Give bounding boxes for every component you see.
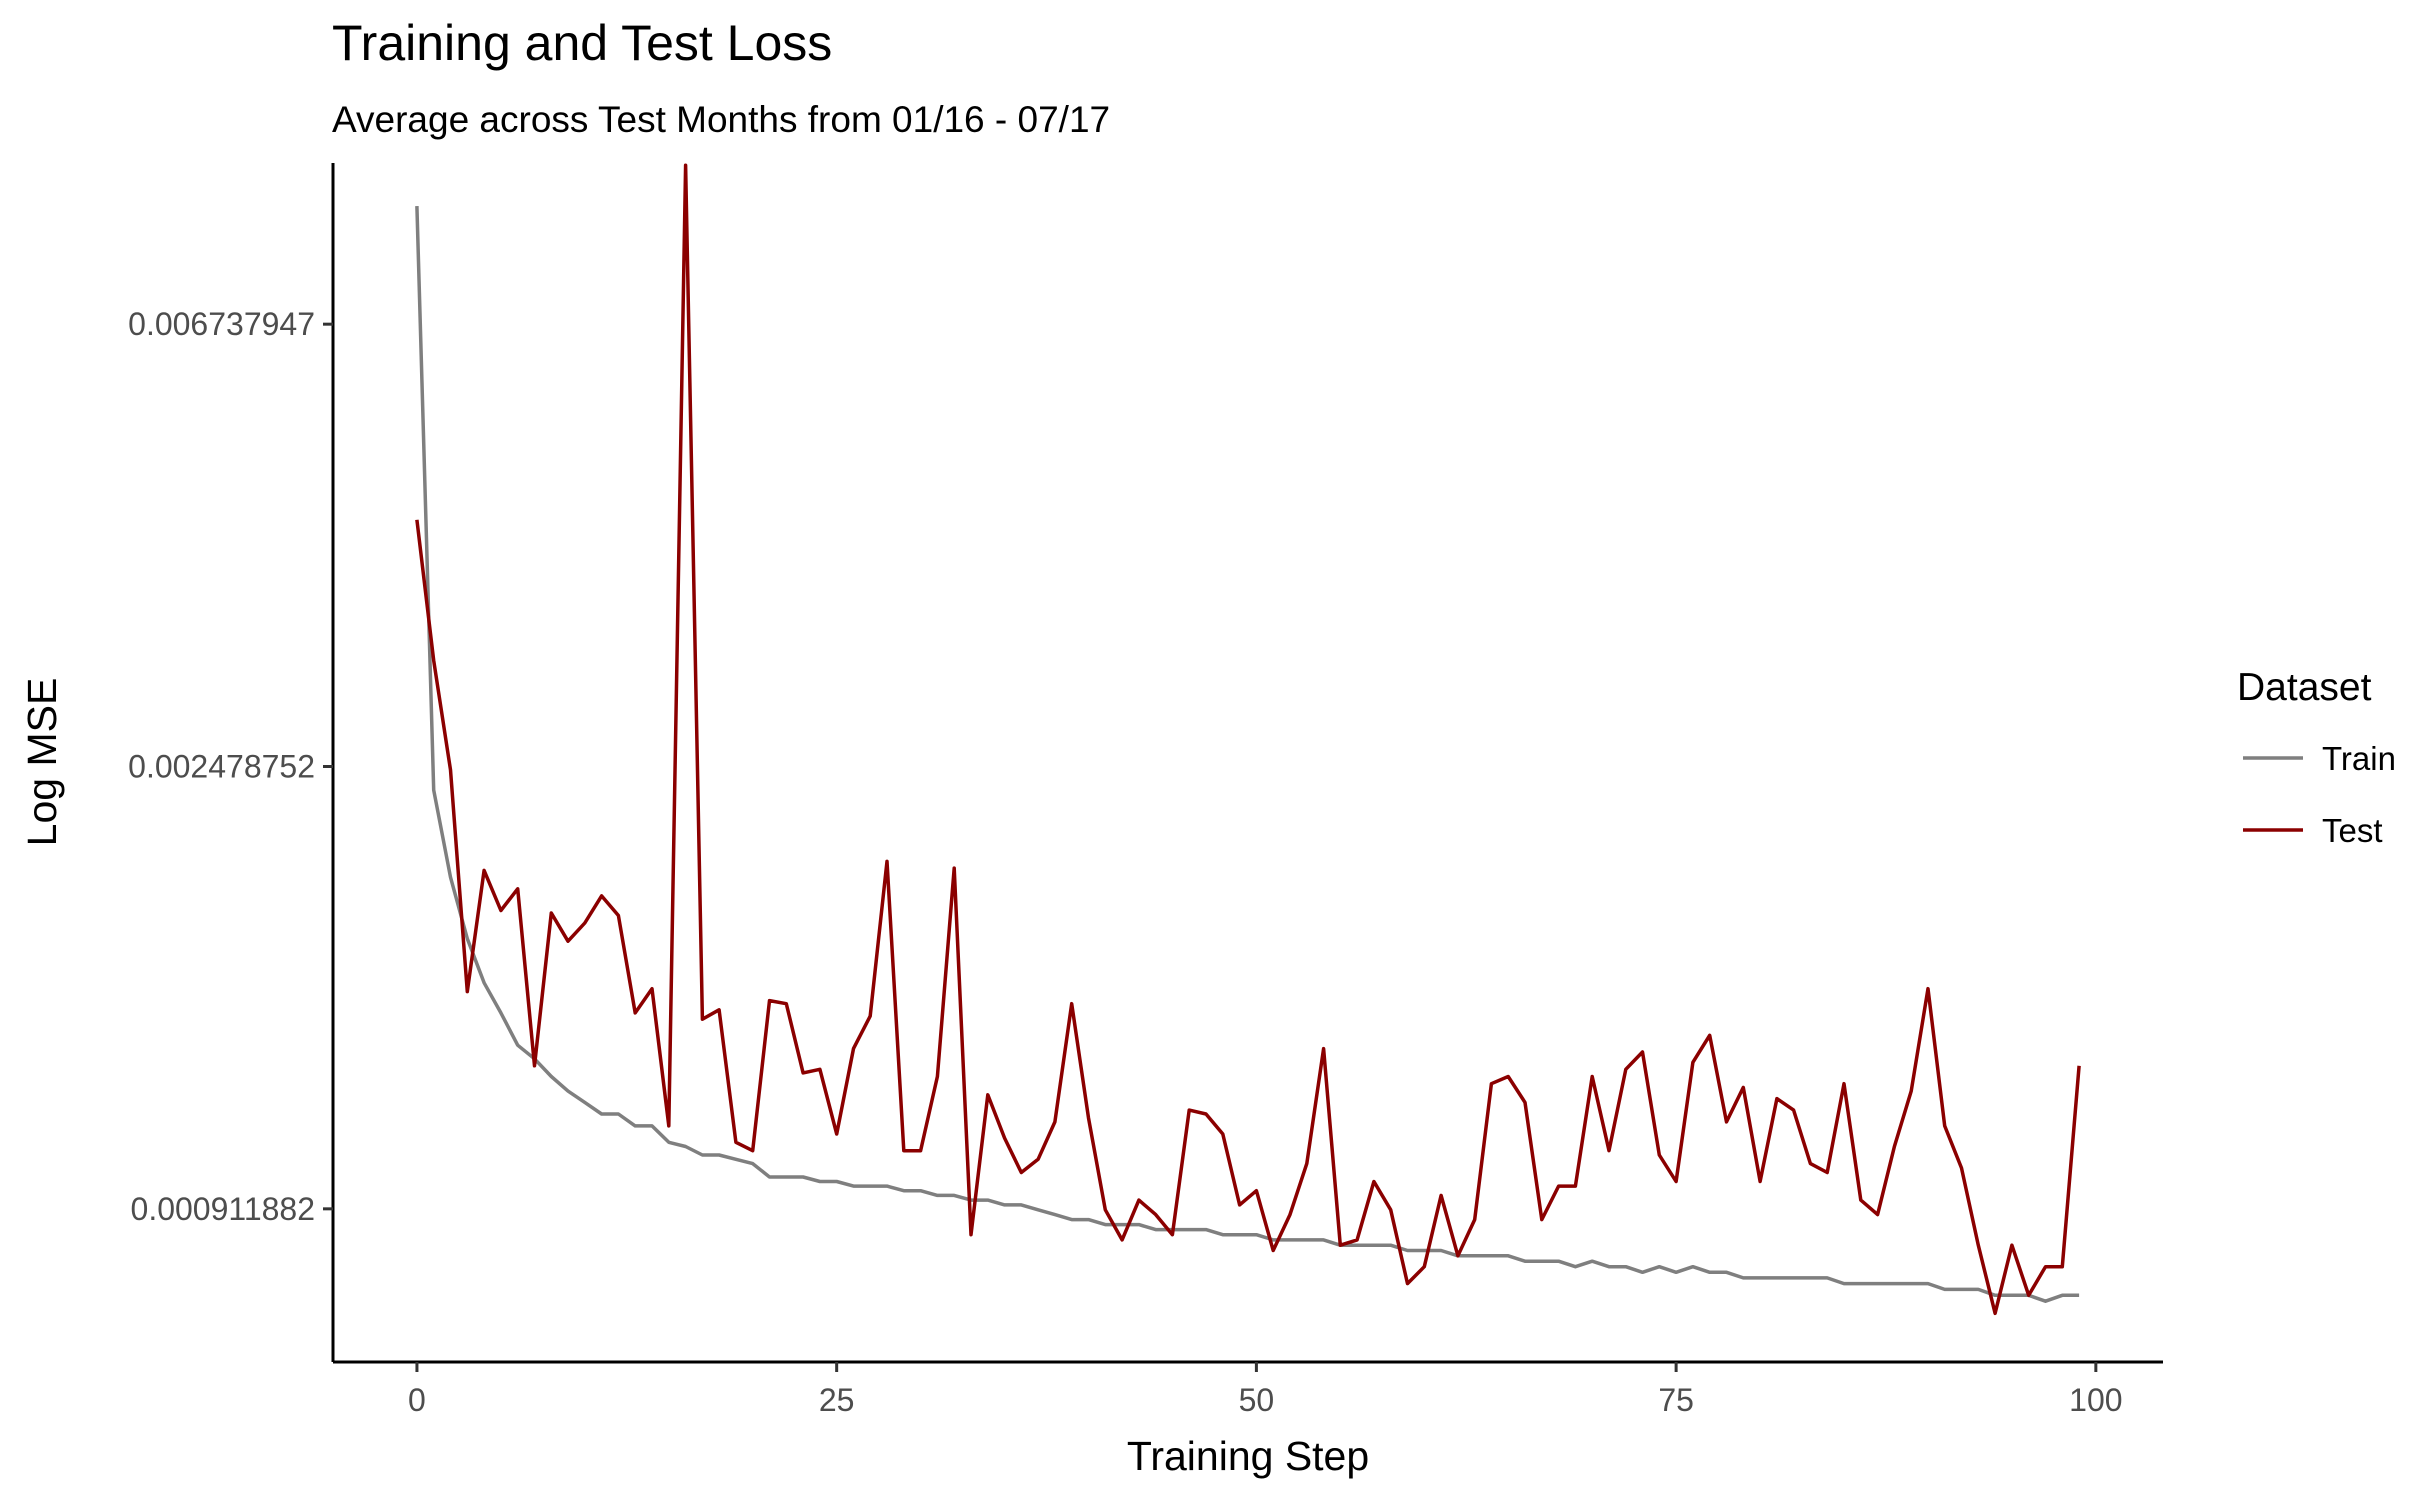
series-line-train bbox=[415, 206, 2080, 1303]
x-tick-label: 75 bbox=[1658, 1382, 1694, 1418]
series-layer bbox=[415, 163, 2081, 1316]
legend-title: Dataset bbox=[2237, 666, 2372, 709]
y-axis-title: Log MSE bbox=[19, 678, 65, 847]
x-axis-title: Training Step bbox=[1127, 1433, 1369, 1479]
x-tick-label: 25 bbox=[819, 1382, 855, 1418]
chart-title: Training and Test Loss bbox=[332, 15, 832, 71]
legend: Dataset Train Test bbox=[2237, 666, 2396, 849]
x-tick-label: 50 bbox=[1239, 1382, 1275, 1418]
x-tick-label: 0 bbox=[408, 1382, 426, 1418]
chart-subtitle: Average across Test Months from 01/16 - … bbox=[332, 99, 1110, 140]
x-axis-ticks: 0 25 50 75 100 bbox=[408, 1362, 2123, 1418]
y-axis-ticks: 0.000911882 0.002478752 0.006737947 bbox=[128, 306, 333, 1227]
legend-label-test: Test bbox=[2322, 812, 2383, 849]
series-line-test bbox=[415, 163, 2081, 1316]
x-tick-label: 100 bbox=[2069, 1382, 2122, 1418]
plot-panel: 0.000911882 0.002478752 0.006737947 0 25 50 7… bbox=[128, 163, 2163, 1418]
legend-item-test: Test bbox=[2243, 812, 2383, 849]
legend-label-train: Train bbox=[2322, 740, 2396, 777]
y-tick-label: 0.006737947 bbox=[128, 306, 315, 342]
y-tick-label: 0.002478752 bbox=[128, 749, 315, 785]
legend-item-train: Train bbox=[2243, 740, 2396, 777]
y-tick-label: 0.000911882 bbox=[131, 1191, 315, 1227]
